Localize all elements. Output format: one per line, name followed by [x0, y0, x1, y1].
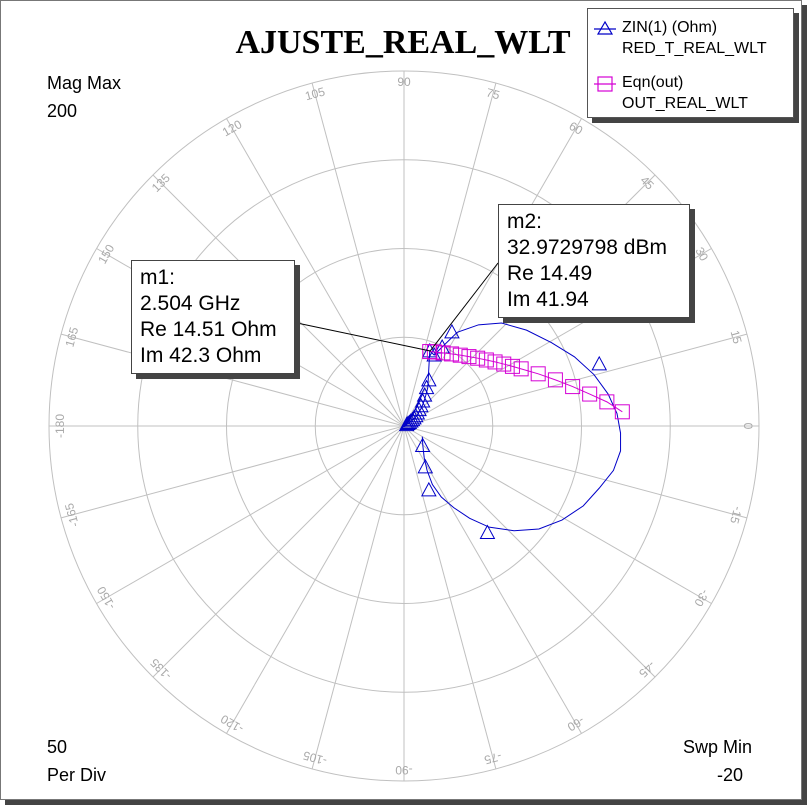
angle-tick-label: 0 — [741, 423, 755, 430]
square-marker — [547, 372, 563, 388]
m1-line-2: 2.504 GHz — [140, 292, 241, 315]
angle-tick-label: 75 — [485, 85, 502, 102]
triangle-marker — [591, 355, 608, 371]
angle-tick-label: 165 — [63, 325, 82, 348]
angle-tick-label: 105 — [304, 84, 327, 103]
polar-grid — [48, 70, 760, 782]
legend: ZIN(1) (Ohm) RED_T_REAL_WLT Eqn(out) OUT… — [587, 8, 794, 118]
grid-spoke — [226, 425, 405, 734]
m2-line-1: m2: — [507, 210, 543, 233]
series-layer — [398, 322, 630, 539]
square-marker — [599, 394, 615, 410]
square-marker — [452, 347, 468, 363]
legend-swatches — [594, 20, 616, 92]
square-marker — [478, 352, 494, 368]
triangle-marker — [421, 481, 437, 497]
m2-line-2: 32.9729798 dBm — [507, 236, 667, 259]
marker-m1-box: m1: 2.504 GHz Re 14.51 Ohm Im 42.3 Ohm — [131, 260, 295, 374]
triangle-marker — [421, 371, 437, 387]
square-marker — [582, 386, 598, 402]
grid-spoke — [403, 425, 656, 678]
m2-line-4: Im 41.94 — [507, 288, 589, 311]
marker-m2-box: m2: 32.9729798 dBm Re 14.49 Im 41.94 — [498, 204, 690, 318]
triangle-marker — [406, 409, 422, 425]
mag-max-label: Mag Max — [47, 73, 122, 93]
legend-series-2-name: Eqn(out) — [622, 74, 684, 91]
triangle-marker — [416, 387, 433, 402]
grid-spoke — [403, 82, 497, 427]
grid-spoke — [311, 82, 405, 427]
m1-leader-line — [296, 322, 430, 352]
angle-tick-label: -165 — [62, 501, 82, 528]
square-marker — [461, 349, 477, 365]
angle-tick-label: -150 — [94, 584, 118, 612]
angle-tick-label: 30 — [692, 245, 711, 264]
angle-tick-label: -180 — [53, 414, 67, 438]
m1-line-4: Im 42.3 Ohm — [140, 344, 262, 367]
legend-series-1-name: ZIN(1) (Ohm) — [622, 19, 718, 36]
square-marker — [470, 350, 486, 366]
angle-tick-label: -30 — [691, 587, 712, 609]
per-div-label: Per Div — [47, 765, 107, 785]
legend-series-1-sub: RED_T_REAL_WLT — [622, 40, 767, 57]
grid-spoke — [311, 425, 405, 770]
triangle-marker — [403, 412, 419, 428]
sweep-min-value: -20 — [717, 765, 744, 785]
square-marker — [513, 361, 529, 377]
angle-tick-label: 60 — [567, 119, 586, 138]
legend-triangle-marker — [596, 20, 614, 35]
grid-spoke — [60, 333, 405, 427]
grid-spoke — [60, 425, 405, 519]
legend-series-2-sub: OUT_REAL_WLT — [622, 95, 748, 112]
triangle-marker — [479, 524, 496, 539]
angle-tick-label: 90 — [397, 75, 411, 89]
triangle-marker — [400, 415, 416, 431]
triangle-marker — [426, 346, 443, 362]
mag-max-value: 200 — [47, 101, 78, 121]
angle-tick-label: -105 — [301, 748, 328, 768]
square-marker — [496, 356, 512, 372]
triangle-marker — [413, 397, 429, 413]
square-marker — [504, 358, 520, 374]
angle-tick-label: 15 — [728, 329, 745, 346]
triangle-marker — [418, 379, 435, 395]
polar-plot: 0153045607590105120135150165-180-165-150… — [48, 24, 760, 782]
m2-line-3: Re 14.49 — [507, 262, 593, 285]
triangle-marker — [414, 392, 431, 408]
angle-tick-label: -120 — [218, 712, 246, 736]
triangle-marker — [444, 323, 460, 339]
m1-line-3: Re 14.51 Ohm — [140, 318, 277, 341]
square-marker — [565, 379, 581, 395]
m2-leader-line — [429, 262, 499, 352]
legend-square-marker — [597, 76, 613, 92]
grid-spoke — [96, 425, 405, 604]
angle-labels: 0153045607590105120135150165-180-165-150… — [53, 75, 755, 777]
m1-line-1: m1: — [140, 266, 176, 289]
grid-spoke — [403, 425, 582, 734]
triangle-marker — [417, 458, 434, 474]
square-marker — [435, 345, 451, 361]
grid-spoke — [403, 425, 497, 770]
triangle-marker — [414, 437, 431, 453]
angle-tick-label: -90 — [395, 763, 413, 777]
square-marker — [444, 346, 460, 362]
square-marker — [614, 404, 630, 420]
angle-tick-label: -15 — [727, 505, 745, 526]
square-marker — [487, 354, 503, 370]
sweep-min-label: Swp Min — [683, 737, 753, 757]
grid-spoke — [403, 425, 712, 604]
grid-spoke — [226, 118, 405, 427]
square-marker — [530, 366, 546, 382]
grid-spoke — [403, 425, 748, 519]
angle-tick-label: -75 — [482, 749, 503, 767]
chart-title: AJUSTE_REAL_WLT — [235, 24, 570, 61]
angle-tick-label: -60 — [565, 713, 587, 734]
grid-spoke — [152, 425, 405, 678]
marker-leader-lines — [296, 262, 499, 352]
grid-spoke — [403, 118, 582, 427]
per-div-value: 50 — [47, 737, 68, 757]
